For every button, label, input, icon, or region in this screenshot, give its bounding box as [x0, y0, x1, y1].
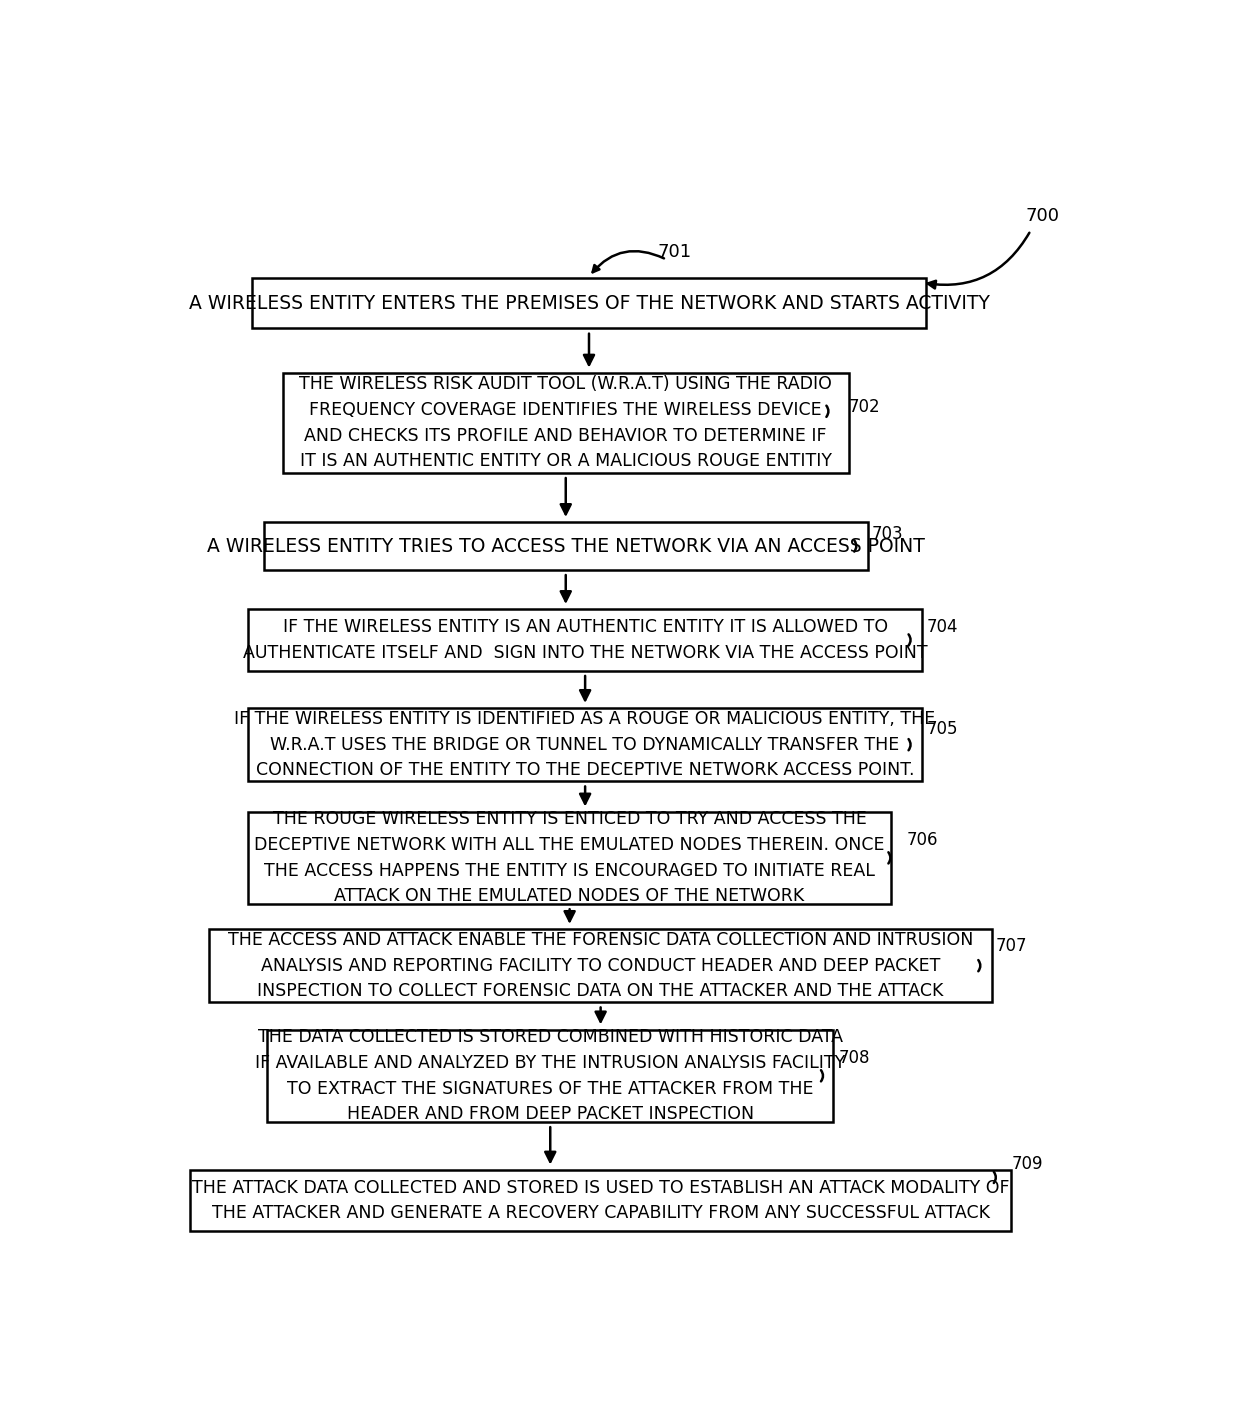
FancyArrowPatch shape [993, 1171, 996, 1182]
Text: 702: 702 [848, 398, 880, 416]
FancyBboxPatch shape [283, 373, 848, 472]
Text: 705: 705 [926, 720, 957, 738]
FancyBboxPatch shape [248, 609, 923, 671]
Text: IF THE WIRELESS ENTITY IS AN AUTHENTIC ENTITY IT IS ALLOWED TO
AUTHENTICATE ITSE: IF THE WIRELESS ENTITY IS AN AUTHENTIC E… [243, 619, 928, 662]
Text: THE ROUGE WIRELESS ENTITY IS ENTICED TO TRY AND ACCESS THE
DECEPTIVE NETWORK WIT: THE ROUGE WIRELESS ENTITY IS ENTICED TO … [254, 810, 885, 905]
Text: 703: 703 [872, 526, 904, 544]
Text: THE DATA COLLECTED IS STORED COMBINED WITH HISTORIC DATA
IF AVAILABLE AND ANALYZ: THE DATA COLLECTED IS STORED COMBINED WI… [255, 1028, 846, 1123]
FancyArrowPatch shape [826, 406, 828, 416]
FancyBboxPatch shape [248, 811, 892, 904]
Text: 701: 701 [657, 243, 692, 262]
FancyBboxPatch shape [252, 278, 926, 329]
Text: A WIRELESS ENTITY ENTERS THE PREMISES OF THE NETWORK AND STARTS ACTIVITY: A WIRELESS ENTITY ENTERS THE PREMISES OF… [188, 294, 990, 314]
FancyBboxPatch shape [190, 1170, 1012, 1232]
Text: THE WIRELESS RISK AUDIT TOOL (W.R.A.T) USING THE RADIO
FREQUENCY COVERAGE IDENTI: THE WIRELESS RISK AUDIT TOOL (W.R.A.T) U… [299, 375, 832, 471]
FancyBboxPatch shape [210, 929, 992, 1002]
Text: THE ATTACK DATA COLLECTED AND STORED IS USED TO ESTABLISH AN ATTACK MODALITY OF
: THE ATTACK DATA COLLECTED AND STORED IS … [192, 1178, 1009, 1222]
FancyArrowPatch shape [888, 852, 890, 863]
FancyArrowPatch shape [593, 252, 663, 273]
FancyArrowPatch shape [909, 634, 910, 645]
Text: 706: 706 [906, 831, 939, 849]
Text: 707: 707 [996, 938, 1028, 956]
FancyArrowPatch shape [928, 233, 1029, 288]
FancyArrowPatch shape [978, 960, 981, 972]
FancyBboxPatch shape [263, 522, 868, 569]
Text: THE ACCESS AND ATTACK ENABLE THE FORENSIC DATA COLLECTION AND INTRUSION
ANALYSIS: THE ACCESS AND ATTACK ENABLE THE FORENSI… [228, 931, 973, 1001]
Text: 709: 709 [1012, 1154, 1043, 1173]
FancyBboxPatch shape [248, 709, 923, 782]
Text: 708: 708 [838, 1049, 870, 1067]
Text: 700: 700 [1025, 208, 1059, 225]
Text: A WIRELESS ENTITY TRIES TO ACCESS THE NETWORK VIA AN ACCESS POINT: A WIRELESS ENTITY TRIES TO ACCESS THE NE… [207, 537, 925, 555]
FancyArrowPatch shape [854, 540, 857, 551]
FancyArrowPatch shape [821, 1070, 823, 1081]
Text: 704: 704 [926, 617, 957, 636]
FancyArrowPatch shape [909, 740, 910, 751]
FancyBboxPatch shape [268, 1029, 833, 1122]
Text: IF THE WIRELESS ENTITY IS IDENTIFIED AS A ROUGE OR MALICIOUS ENTITY, THE
W.R.A.T: IF THE WIRELESS ENTITY IS IDENTIFIED AS … [234, 710, 936, 779]
